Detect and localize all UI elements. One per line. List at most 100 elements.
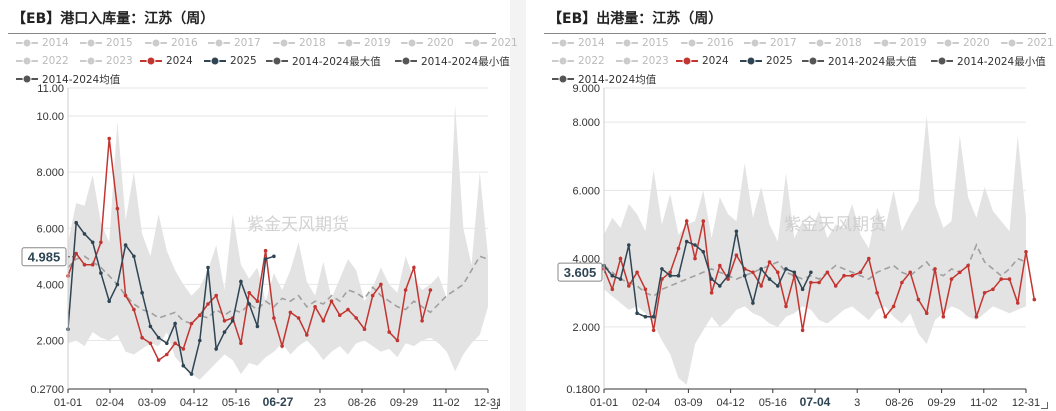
x-tick-label: 05-16: [222, 397, 250, 409]
legend-item[interactable]: 2016: [681, 35, 734, 51]
legend-marker-icon: [16, 38, 38, 48]
chart-panel-outbound: 【EB】出港量：江苏（周） 2014 2015 2016 2017 2018 2019 20…: [536, 0, 1054, 411]
legend-item[interactable]: 2014-2024均值: [16, 71, 120, 87]
mean-line: [67, 255, 489, 325]
series-2025-point: [230, 319, 235, 323]
legend-marker-icon: [809, 38, 831, 48]
series-2025-point: [115, 282, 120, 287]
legend-marker-icon: [552, 56, 574, 66]
pointer-value: 3.605: [564, 265, 597, 280]
series-2025-point: [693, 243, 697, 247]
series-2024-point: [999, 277, 1003, 281]
legend-item[interactable]: 2021: [1001, 35, 1054, 51]
series-2024-point: [412, 265, 416, 270]
series-2025-point: [165, 341, 169, 346]
legend-item[interactable]: 2015: [616, 35, 669, 51]
legend-item[interactable]: 2016: [145, 35, 198, 51]
legend-item[interactable]: 2020: [937, 35, 990, 51]
x-tick-label-highlight: 06-27: [263, 395, 294, 409]
x-tick-label: 3: [854, 397, 860, 409]
series-2025-point: [255, 324, 260, 329]
series-2024-point: [288, 310, 293, 315]
legend-marker-icon: [16, 74, 38, 84]
legend-label: 2014-2024均值: [578, 73, 657, 86]
legend-item[interactable]: 2014: [552, 35, 605, 51]
series-2024-point: [222, 319, 227, 323]
legend-item[interactable]: 2024: [676, 53, 729, 69]
legend-label: 2014-2024最大值: [292, 55, 381, 68]
legend-label: 2016: [171, 37, 198, 49]
series-2025-point: [132, 254, 136, 259]
series-2024-point: [842, 273, 846, 278]
pointer-value: 4.985: [28, 250, 61, 265]
series-2024-point: [618, 256, 623, 261]
series-2025-point: [148, 324, 153, 329]
legend-label: 2014-2024最小值: [421, 55, 510, 68]
series-2024-point: [148, 341, 153, 346]
series-2025-point: [751, 301, 755, 305]
legend-item[interactable]: 2017: [208, 35, 261, 51]
legend-item[interactable]: 2019: [338, 35, 391, 51]
resize-handle-icon[interactable]: [491, 402, 498, 409]
legend-item[interactable]: 2023: [616, 53, 669, 69]
series-2025-point: [742, 273, 747, 278]
series-2025-point: [734, 229, 739, 234]
series-2024-point: [734, 253, 739, 257]
legend-item[interactable]: 2014-2024最小值: [395, 53, 510, 69]
y-tick-label: 8.000: [572, 117, 600, 129]
series-2025-point: [222, 330, 227, 334]
x-tick-label: 03-09: [674, 397, 702, 409]
legend-item[interactable]: 2021: [465, 35, 518, 51]
max-min-band: [604, 115, 1026, 385]
series-2024-point: [784, 304, 788, 309]
legend-item[interactable]: 2014-2024最大值: [266, 53, 381, 69]
series-2025-point: [792, 270, 797, 275]
x-tick-label: 12-31: [1012, 397, 1040, 409]
mean-line: [603, 243, 1027, 298]
legend-item[interactable]: 2025: [740, 53, 793, 69]
legend-item[interactable]: 2014: [16, 35, 69, 51]
series-2024-point: [883, 314, 888, 319]
y-tick-label: 11.00: [37, 83, 64, 95]
legend-item[interactable]: 2019: [874, 35, 927, 51]
x-tick-label: 02-04: [96, 397, 124, 409]
series-2024-point: [958, 270, 962, 275]
legend-label: 2015: [642, 37, 669, 49]
legend-label: 2025: [230, 55, 257, 67]
legend-label: 2014-2024均值: [42, 73, 121, 86]
series-2024-point: [1015, 301, 1020, 305]
series-2024-point: [362, 327, 367, 332]
legend-marker-icon: [208, 38, 230, 48]
legend-item[interactable]: 2022: [16, 53, 69, 69]
legend-item[interactable]: 2014-2024均值: [552, 71, 656, 87]
legend-item[interactable]: 2018: [273, 35, 326, 51]
series-2024-point: [974, 314, 979, 319]
series-2024-point: [165, 352, 169, 357]
legend-item[interactable]: 2014-2024最大值: [802, 53, 917, 69]
x-tick-label: 08-26: [885, 397, 913, 409]
legend-marker-icon: [395, 56, 417, 66]
legend-marker-icon: [616, 38, 638, 48]
series-2024-point: [635, 270, 639, 275]
series-2025-point: [784, 267, 788, 271]
legend-item[interactable]: 2017: [744, 35, 797, 51]
legend-marker-icon: [874, 38, 896, 48]
legend-item[interactable]: 2024: [140, 53, 193, 69]
series-2025-point: [189, 372, 194, 376]
legend-item[interactable]: 2015: [80, 35, 133, 51]
series-2025-point: [643, 314, 648, 319]
series-2024-point: [296, 316, 301, 320]
legend-item[interactable]: 2018: [809, 35, 862, 51]
legend-item[interactable]: 2020: [401, 35, 454, 51]
series-2024-point: [941, 314, 946, 319]
legend-item[interactable]: 2025: [204, 53, 257, 69]
legend-marker-icon: [204, 56, 226, 66]
legend-item[interactable]: 2022: [552, 53, 605, 69]
legend-item[interactable]: 2023: [80, 53, 133, 69]
series-2024-point: [321, 319, 326, 323]
resize-handle-icon[interactable]: [1041, 402, 1048, 409]
series-2025-point: [90, 240, 95, 245]
legend-item[interactable]: 2014-2024最小值: [931, 53, 1046, 69]
series-2024-point: [833, 284, 838, 288]
series-2024-point: [1024, 250, 1028, 254]
